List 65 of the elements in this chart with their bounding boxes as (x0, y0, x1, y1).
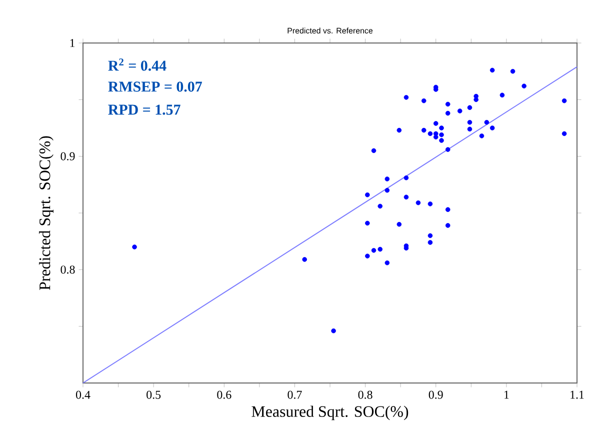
x-tick-label: 0.7 (288, 390, 302, 399)
annotation: R$^{2}$ = 0.44 (108, 58, 166, 71)
point (445, 207, 450, 212)
point (467, 126, 472, 132)
point (365, 192, 370, 198)
point (445, 102, 450, 107)
x-tick-label: 1.1 (570, 390, 584, 399)
point (490, 68, 495, 73)
point (428, 240, 433, 245)
point (396, 128, 402, 133)
point (445, 223, 450, 228)
point (384, 260, 390, 266)
x-tick-label: 0.6 (217, 390, 232, 399)
point (439, 126, 444, 130)
x-tick-label: 0.8 (358, 390, 372, 399)
point (331, 328, 336, 334)
point (404, 175, 409, 180)
point (404, 194, 409, 200)
x-tick-label: 1 (504, 390, 509, 399)
point (500, 92, 505, 98)
point (479, 134, 484, 138)
point (371, 248, 376, 253)
point (439, 132, 444, 138)
point (433, 121, 438, 126)
point (445, 110, 450, 116)
point (474, 97, 478, 102)
point (365, 254, 370, 258)
point (371, 148, 376, 154)
annotation: RPD = 1.57 (108, 104, 180, 115)
point (302, 257, 307, 262)
point (457, 108, 462, 114)
point (132, 244, 137, 250)
y-axis-title: Predicted Sqrt. SOC(%) (38, 136, 54, 290)
point (416, 200, 421, 206)
point (445, 147, 450, 152)
point (428, 202, 433, 206)
point (421, 98, 426, 104)
x-tick-label: 0.4 (76, 390, 90, 399)
point (384, 188, 390, 193)
point (484, 120, 490, 125)
point (490, 126, 495, 130)
point (467, 105, 472, 110)
point (404, 94, 409, 100)
point (439, 138, 444, 143)
point (421, 128, 426, 133)
point (510, 68, 516, 74)
y-tick-label: 1 (70, 39, 75, 47)
annotation: RMSEP = 0.07 (108, 82, 202, 92)
y-tick-label: 0.8 (60, 266, 75, 274)
point (428, 131, 433, 136)
point (396, 222, 402, 227)
y-tick-label: 0.9 (60, 152, 75, 160)
x-tick-label: 0.5 (146, 390, 161, 399)
point (467, 120, 472, 125)
point (378, 246, 383, 252)
point (365, 220, 370, 226)
point (562, 98, 567, 104)
point (384, 176, 390, 182)
x-tick-label: 0.9 (428, 390, 443, 399)
point (428, 233, 433, 238)
point (522, 84, 526, 88)
point (562, 131, 567, 136)
point (378, 204, 383, 209)
x-axis-title: Measured Sqrt. SOC(%) (252, 406, 408, 420)
point (433, 134, 438, 140)
